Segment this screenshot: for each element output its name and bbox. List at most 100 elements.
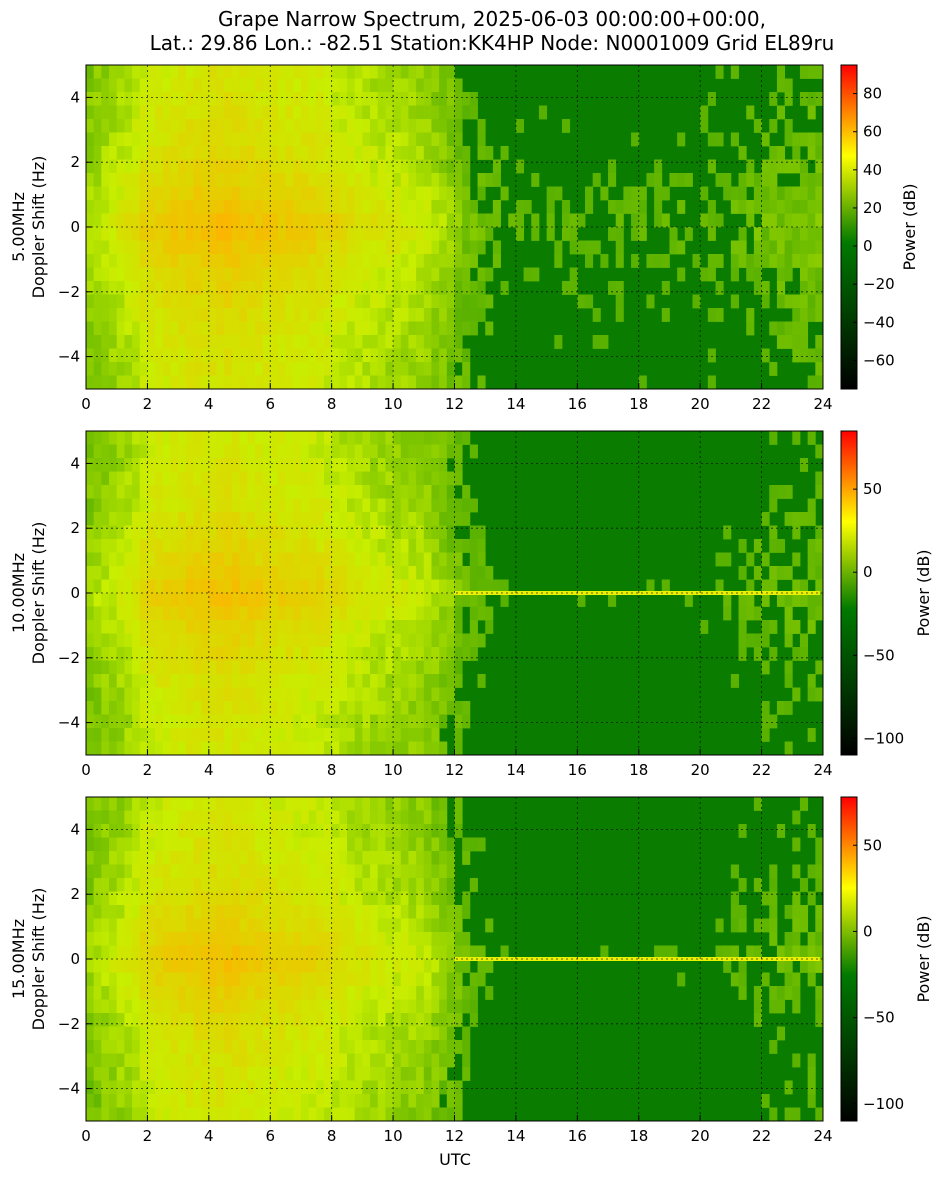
heatmap-cell — [385, 458, 394, 472]
heatmap-cell — [308, 498, 317, 513]
heatmap-cell — [185, 579, 194, 594]
heatmap-cell — [354, 1080, 363, 1095]
heatmap-cell — [262, 972, 271, 987]
heatmap-cell — [285, 620, 294, 634]
heatmap-cell — [285, 728, 294, 742]
heatmap-cell — [239, 1067, 248, 1081]
heatmap-cell — [431, 444, 440, 459]
heatmap-cell — [109, 362, 118, 376]
heatmap-cell — [439, 864, 448, 879]
heatmap-cell — [262, 308, 271, 322]
heatmap-cell — [239, 959, 248, 973]
heatmap-cell — [776, 321, 786, 336]
heatmap-cell — [454, 1040, 463, 1054]
heatmap-cell — [270, 606, 279, 621]
heatmap-cell — [316, 660, 325, 675]
heatmap-cell — [254, 1080, 263, 1095]
heatmap-cell — [377, 878, 386, 892]
heatmap-cell — [569, 281, 578, 295]
heatmap-cell — [178, 375, 187, 390]
heatmap-cell — [339, 647, 348, 661]
heatmap-cell — [784, 945, 793, 960]
heatmap-cell — [393, 606, 402, 621]
heatmap-cell — [362, 308, 371, 322]
heatmap-cell — [185, 1040, 194, 1054]
heatmap-cell — [216, 687, 225, 702]
heatmap-cell — [377, 728, 386, 742]
heatmap-cell — [469, 213, 478, 228]
heatmap-cell — [86, 1094, 95, 1108]
heatmap-cell — [454, 579, 463, 594]
heatmap-cell — [254, 498, 263, 513]
heatmap-cell — [792, 308, 801, 322]
heatmap-cell — [262, 294, 271, 309]
heatmap-cell — [155, 512, 164, 526]
heatmap-cell — [277, 647, 287, 661]
heatmap-cell — [354, 431, 363, 445]
heatmap-cell — [316, 647, 325, 661]
heatmap-cell — [224, 986, 233, 1000]
heatmap-cell — [247, 620, 256, 634]
heatmap-cell — [93, 213, 102, 228]
heatmap-cell — [93, 539, 102, 553]
heatmap-cell — [477, 959, 486, 973]
heatmap-cell — [132, 159, 141, 174]
heatmap-cell — [132, 972, 141, 987]
heatmap-cell — [423, 620, 432, 634]
heatmap-cell — [201, 1067, 210, 1081]
heatmap-cell — [239, 213, 248, 228]
heatmap-cell — [807, 186, 816, 201]
heatmap-cell — [370, 714, 379, 729]
heatmap-cell — [347, 1094, 356, 1108]
heatmap-cell — [216, 362, 225, 376]
heatmap-cell — [799, 92, 809, 106]
heatmap-cell — [254, 308, 263, 322]
heatmap-cell — [347, 864, 356, 879]
heatmap-cell — [231, 240, 240, 255]
heatmap-cell — [247, 213, 256, 228]
heatmap-cell — [807, 1067, 816, 1081]
heatmap-cell — [93, 362, 102, 376]
heatmap-cell — [170, 972, 179, 987]
heatmap-cell — [354, 539, 363, 553]
heatmap-cell — [93, 945, 102, 960]
heatmap-cell — [408, 660, 417, 675]
heatmap-cell — [193, 972, 202, 987]
heatmap-cell — [784, 633, 793, 648]
heatmap-cell — [208, 593, 217, 607]
heatmap-cell — [285, 254, 294, 268]
heatmap-cell — [147, 213, 156, 228]
heatmap-cell — [254, 959, 263, 973]
heatmap-cell — [147, 525, 156, 540]
heatmap-cell — [109, 593, 118, 607]
heatmap-cell — [431, 891, 440, 906]
heatmap-cell — [416, 660, 425, 675]
heatmap-cell — [170, 918, 179, 933]
heatmap-cell — [354, 701, 363, 715]
heatmap-cell — [769, 566, 778, 580]
heatmap-cell — [109, 294, 118, 309]
heatmap-cell — [585, 294, 594, 309]
heatmap-cell — [753, 1013, 762, 1027]
heatmap-cell — [769, 878, 778, 892]
chart-title-line2: Lat.: 29.86 Lon.: -82.51 Station:KK4HP N… — [150, 31, 835, 55]
heatmap-cell — [446, 1107, 455, 1122]
heatmap-cell — [807, 1080, 816, 1095]
heatmap-cell — [370, 633, 379, 648]
heatmap-cell — [469, 620, 478, 634]
heatmap-cell — [300, 146, 310, 160]
y-tick-label: 0 — [70, 584, 80, 602]
heatmap-cell — [439, 200, 448, 214]
heatmap-cell — [677, 132, 686, 147]
heatmap-cell — [400, 687, 409, 702]
heatmap-cell — [162, 972, 171, 987]
heatmap-cell — [561, 200, 571, 214]
heatmap-cell — [277, 579, 287, 594]
heatmap-cell — [293, 728, 302, 742]
heatmap-cell — [377, 348, 386, 363]
heatmap-cell — [408, 959, 417, 973]
heatmap-cell — [239, 119, 248, 133]
heatmap-cell — [254, 294, 263, 309]
heatmap-cell — [270, 227, 279, 241]
heatmap-cell — [462, 986, 471, 1000]
